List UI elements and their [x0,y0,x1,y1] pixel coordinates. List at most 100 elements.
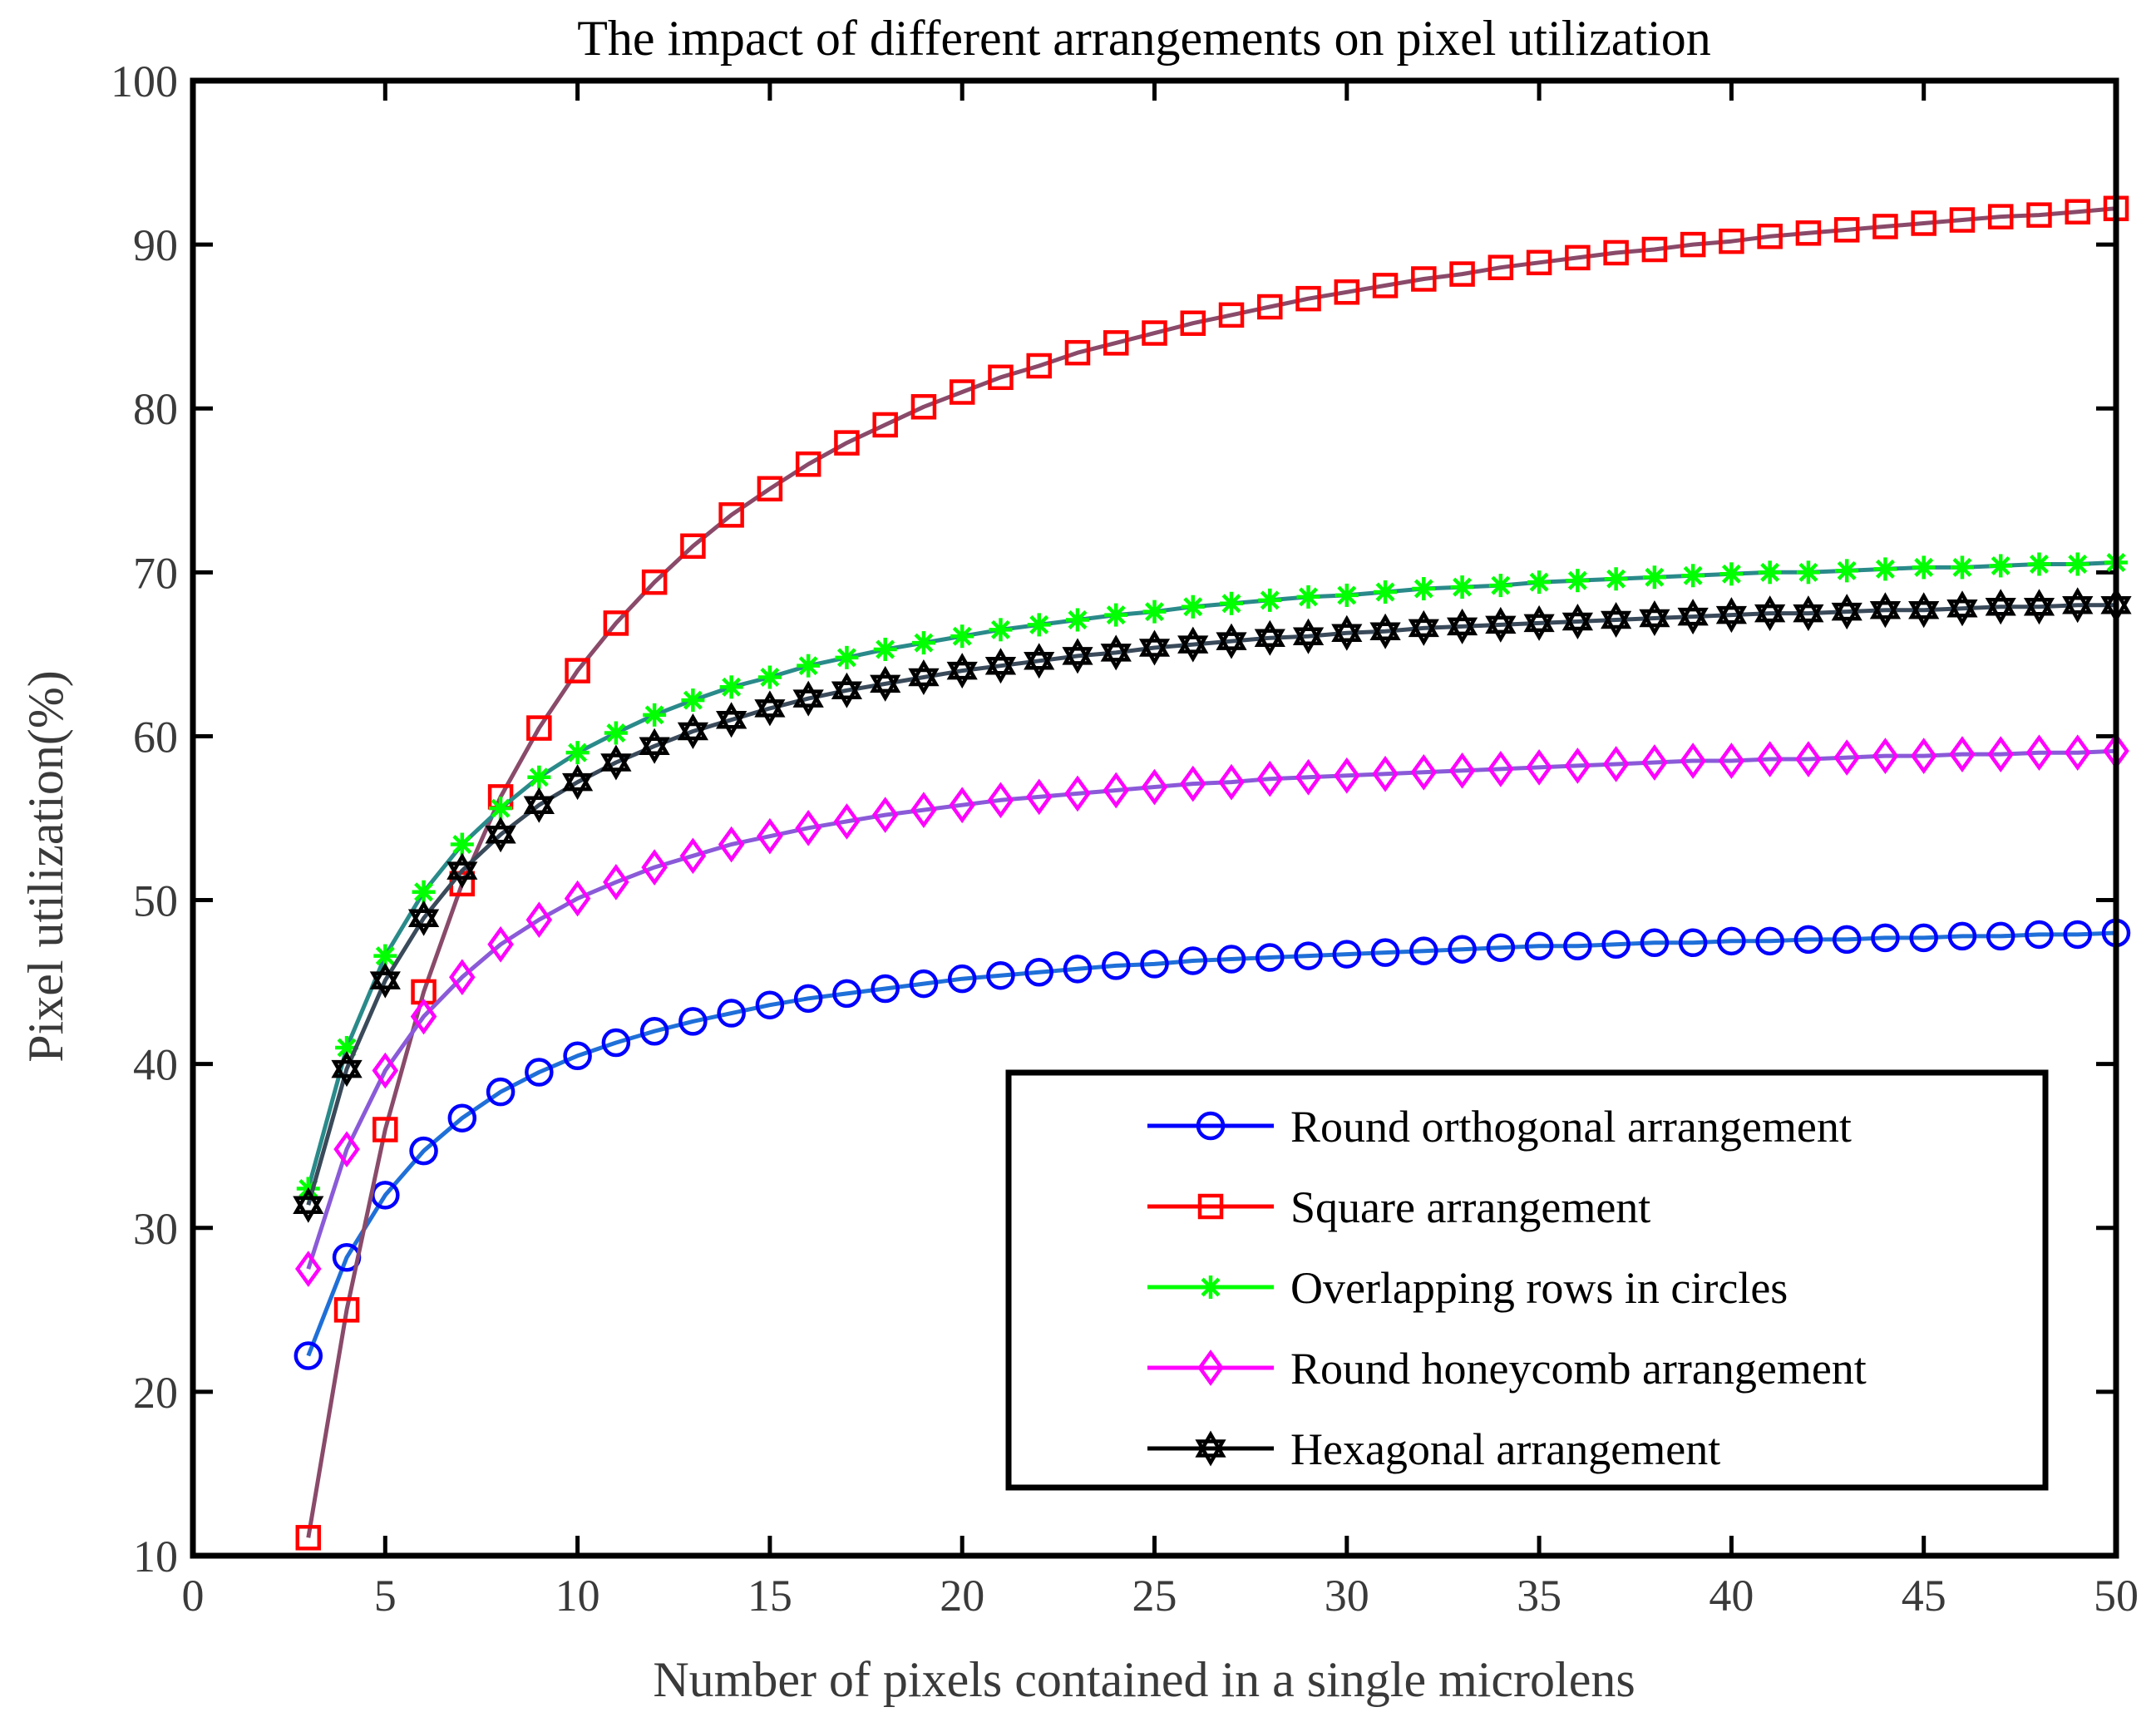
data-point [1640,928,1670,958]
data-point [604,721,628,745]
legend: Round orthogonal arrangement Square arran… [1005,1069,2049,1491]
data-point [1717,926,1746,956]
data-point [1372,755,1399,792]
data-point [369,962,401,999]
data-point [372,1052,399,1089]
data-point [1987,204,2014,229]
legend-label: Hexagonal arrangement [1290,1424,1720,1474]
data-point [831,672,862,708]
x-tick-label: 15 [747,1571,792,1621]
data-point [1409,936,1438,965]
data-point [1138,629,1171,666]
data-point [641,569,668,595]
data-point [641,849,668,886]
data-point [1985,589,2016,625]
data-point [2026,202,2052,228]
data-point [950,624,974,649]
data-point [679,837,707,875]
data-point [755,990,785,1019]
x-tick-label: 50 [2094,1571,2139,1621]
data-point [1641,744,1668,781]
data-point [1869,592,1902,629]
series-1 [294,918,2131,1370]
data-point [870,665,901,702]
data-point [565,741,590,765]
data-point [1566,569,1590,593]
data-point [1024,958,1053,987]
legend-item: Hexagonal arrangement [1147,1424,1720,1474]
data-point [1831,594,1862,630]
data-point [989,618,1013,642]
data-point [718,826,745,863]
data-point [1871,923,1900,953]
data-point [1873,557,1897,581]
data-point [1564,748,1591,784]
data-point [372,1117,398,1142]
data-point [1487,751,1514,787]
data-point [1100,634,1132,671]
data-point [2027,552,2051,576]
y-tick-label: 50 [133,876,178,926]
data-point [333,1297,360,1323]
data-point [1681,564,1705,588]
data-point [1758,560,1782,585]
data-point [1064,339,1091,366]
data-point [946,653,978,689]
data-point [1832,925,1862,955]
data-point [600,744,632,781]
data-point [1331,614,1363,651]
data-point [984,648,1017,684]
data-point [485,817,516,853]
data-point [526,715,552,741]
data-point [1292,618,1325,654]
data-point [757,476,783,502]
legend-item: Square arrangement [1147,1182,1650,1232]
data-point [1256,943,1285,972]
data-point [1680,231,1706,258]
data-point [1103,772,1130,809]
x-tick-label: 5 [374,1571,397,1621]
data-point [1216,623,1247,659]
data-point [447,1103,477,1132]
y-tick-label: 30 [133,1204,178,1254]
data-point [1178,946,1208,975]
data-point [1987,736,2014,772]
data-point [603,610,629,636]
legend-label: Overlapping rows in circles [1290,1263,1788,1313]
data-point [1218,302,1245,328]
x-tick-label: 10 [555,1571,600,1621]
data-point [1141,768,1168,806]
data-point [2065,552,2089,576]
y-tick-label: 100 [111,57,178,106]
data-point [908,659,940,695]
data-point [2025,734,2053,771]
data-point [986,960,1015,990]
data-point [1911,210,1936,236]
data-point [873,637,897,661]
data-point [603,864,629,900]
data-point [716,702,747,738]
data-point [1909,923,1938,953]
data-point [1523,604,1555,641]
data-point [2023,589,2055,625]
data-point [293,1187,324,1223]
data-point [1678,928,1708,958]
data-point [1946,590,1978,627]
plot-area-frame [190,77,2119,1559]
data-point [1986,921,2015,951]
legend-box [1005,1069,2049,1491]
data-point [562,764,594,801]
data-point [1793,595,1824,632]
series-4 [295,733,2129,1287]
x-tick-label: 0 [182,1571,205,1621]
data-point [1872,214,1898,239]
data-point [681,688,705,713]
data-point [525,1058,554,1087]
data-point [717,999,746,1028]
data-point [1335,583,1359,607]
data-point [1835,559,1859,583]
data-point [1563,931,1592,960]
data-point [1639,599,1670,637]
data-point [639,1016,669,1046]
